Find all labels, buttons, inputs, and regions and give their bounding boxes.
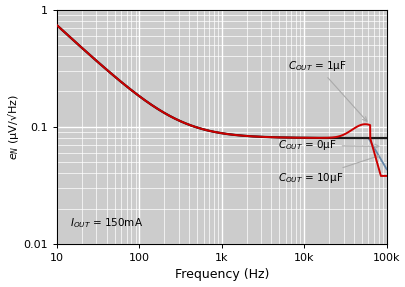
- Text: $C_{OUT}$ = 1μF: $C_{OUT}$ = 1μF: [287, 59, 366, 121]
- Y-axis label: $e_N$ (μV/√Hz): $e_N$ (μV/√Hz): [6, 94, 21, 160]
- Text: $C_{OUT}$ = 0μF: $C_{OUT}$ = 0μF: [277, 138, 378, 152]
- Text: $C_{OUT}$ = 10μF: $C_{OUT}$ = 10μF: [277, 155, 378, 185]
- Text: $I_{OUT}$ = 150mA: $I_{OUT}$ = 150mA: [70, 216, 143, 230]
- X-axis label: Frequency (Hz): Frequency (Hz): [174, 268, 269, 282]
